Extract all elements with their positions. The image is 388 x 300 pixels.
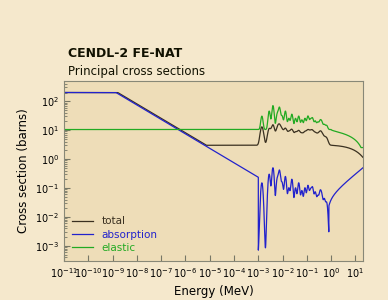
Text: Principal cross sections: Principal cross sections — [68, 65, 205, 78]
elastic — [62, 128, 66, 131]
total — [251, 143, 256, 147]
elastic — [359, 146, 364, 149]
elastic — [170, 128, 175, 131]
Text: CENDL-2 FE-NAT: CENDL-2 FE-NAT — [68, 47, 182, 60]
total — [239, 143, 243, 147]
absorption — [360, 166, 365, 170]
total — [170, 123, 175, 127]
total — [62, 91, 66, 94]
absorption — [251, 173, 256, 176]
elastic — [239, 128, 243, 131]
absorption — [299, 189, 304, 193]
elastic — [283, 110, 288, 113]
elastic — [299, 118, 304, 122]
total — [77, 91, 81, 94]
Y-axis label: Cross section (barns): Cross section (barns) — [17, 109, 29, 233]
Line: absorption: absorption — [64, 92, 363, 250]
X-axis label: Energy (MeV): Energy (MeV) — [173, 285, 253, 298]
absorption — [77, 91, 81, 94]
absorption — [283, 175, 288, 178]
elastic — [77, 128, 81, 131]
Line: elastic: elastic — [64, 106, 363, 148]
Legend: total, absorption, elastic: total, absorption, elastic — [69, 213, 161, 256]
total — [299, 131, 304, 134]
absorption — [256, 248, 261, 252]
total — [283, 126, 288, 130]
absorption — [62, 91, 66, 94]
Line: total: total — [64, 92, 363, 157]
total — [360, 155, 365, 159]
elastic — [251, 128, 256, 131]
elastic — [270, 104, 275, 107]
elastic — [360, 146, 365, 149]
absorption — [170, 124, 175, 128]
absorption — [239, 165, 243, 169]
